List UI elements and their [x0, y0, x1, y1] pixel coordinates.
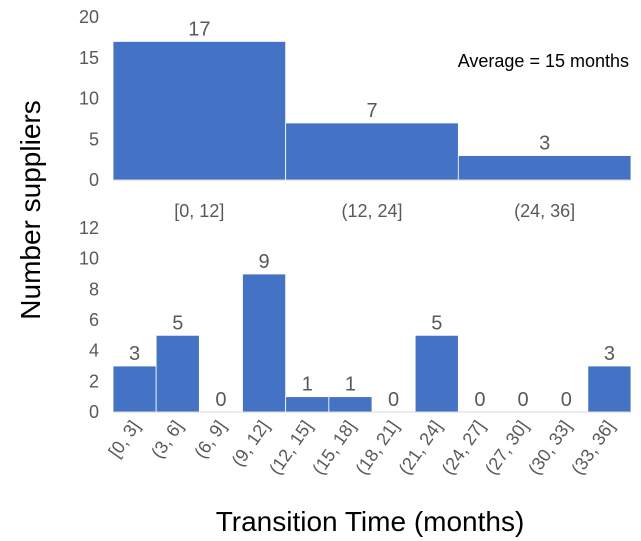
top-histogram-panel: 0 5 10 15 20 17 [0, 12] 7 (12, 24] 3 (24, 36] [79, 7, 632, 221]
y-tick-label: 0 [89, 402, 99, 422]
bar-value-label: 0 [215, 389, 226, 411]
y-tick-label: 8 [89, 279, 99, 299]
y-tick-label: 10 [79, 89, 99, 109]
y-tick-label: 15 [79, 48, 99, 68]
y-tick-label: 12 [79, 218, 99, 238]
x-tick-label: (12, 15] [265, 417, 316, 478]
x-tick-label: (30, 33] [524, 417, 575, 478]
x-tick-label: (6, 9] [190, 417, 230, 462]
x-tick-label: (3, 6] [147, 417, 187, 462]
bar-value-label: 9 [259, 251, 270, 273]
y-tick-label: 2 [89, 371, 99, 391]
x-tick-label: (33, 36] [567, 417, 618, 478]
histogram-bar [587, 365, 632, 413]
histogram-bar [414, 334, 459, 413]
bar-value-label: 7 [366, 100, 377, 122]
x-tick-label: (15, 18] [308, 417, 359, 478]
bar-value-label: 1 [345, 374, 356, 396]
y-tick-label: 4 [89, 341, 99, 361]
x-tick-label: (24, 36] [514, 201, 575, 221]
bar-value-label: 5 [172, 312, 183, 334]
y-axis-title: Number suppliers [15, 100, 46, 319]
x-axis-title: Transition Time (months) [216, 506, 525, 537]
x-tick-label: [0, 12] [174, 201, 224, 221]
bar-value-label: 0 [561, 389, 572, 411]
histogram-bar [112, 365, 157, 413]
bar-value-label: 0 [388, 389, 399, 411]
histogram-bar [112, 41, 287, 181]
x-tick-label: (24, 27] [438, 417, 489, 478]
x-tick-label: (27, 30] [481, 417, 532, 478]
x-tick-label: (12, 24] [341, 201, 402, 221]
bar-value-label: 3 [539, 133, 550, 155]
histogram-bar [457, 155, 632, 181]
bar-value-label: 3 [604, 343, 615, 365]
bar-value-label: 0 [474, 389, 485, 411]
x-tick-label: (21, 24] [395, 417, 446, 478]
y-tick-label: 20 [79, 7, 99, 27]
bar-value-label: 1 [302, 374, 313, 396]
histogram-bar [242, 273, 287, 413]
y-tick-label: 0 [89, 170, 99, 190]
x-tick-label: (18, 21] [351, 417, 402, 478]
y-tick-label: 10 [79, 249, 99, 269]
y-tick-label: 6 [89, 310, 99, 330]
bar-value-label: 3 [129, 343, 140, 365]
y-tick-label: 5 [89, 129, 99, 149]
x-tick-label: (9, 12] [228, 417, 274, 470]
histogram-bar [155, 334, 200, 413]
histogram-bar [285, 396, 330, 413]
bar-value-label: 0 [518, 389, 529, 411]
average-annotation: Average = 15 months [458, 51, 629, 71]
bar-value-label: 5 [431, 312, 442, 334]
histogram-bar [328, 396, 373, 413]
x-tick-label: [0, 3] [105, 417, 144, 461]
bar-value-label: 17 [188, 18, 210, 40]
histogram-bar [285, 122, 459, 181]
